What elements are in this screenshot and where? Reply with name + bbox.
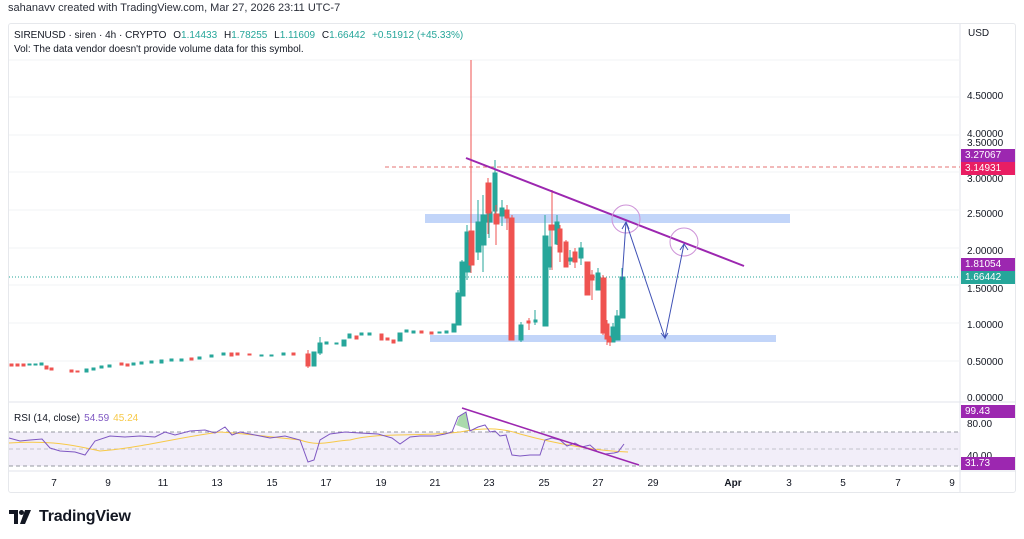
rsi-ma-value: 45.24 <box>113 413 139 424</box>
resistance-zone <box>425 214 790 223</box>
low-value: 1.11609 <box>279 30 316 41</box>
rsi-trendline <box>461 407 640 466</box>
time-tick: 25 <box>538 478 550 489</box>
rsi-line <box>8 411 625 463</box>
support-zone <box>430 335 776 342</box>
tradingview-logo[interactable]: TradingView <box>9 508 131 526</box>
time-tick: 7 <box>895 478 901 489</box>
tradingview-logo-icon <box>9 510 31 524</box>
time-tick: 11 <box>157 478 169 489</box>
trendline-end-price-label: 1.81054 <box>961 258 1015 271</box>
time-tick: 15 <box>266 478 278 489</box>
candles-rally <box>455 60 626 346</box>
price-tick: 4.00000 <box>967 129 1004 140</box>
brand-name: TradingView <box>39 508 131 525</box>
close-value: 1.66442 <box>329 30 366 41</box>
rsi-tick: 40.00 <box>967 451 992 462</box>
trendline-start-price-label: 3.27067 <box>961 149 1015 162</box>
time-tick: 17 <box>320 478 332 489</box>
rsi-ma-line <box>8 428 629 453</box>
time-tick: 23 <box>483 478 495 489</box>
price-tick: 0.50000 <box>967 357 1004 368</box>
time-tick: 29 <box>647 478 659 489</box>
price-tick: 1.00000 <box>967 320 1004 331</box>
price-tick: 4.50000 <box>967 91 1004 102</box>
time-tick: 13 <box>211 478 223 489</box>
time-tick: 9 <box>105 478 111 489</box>
time-tick: 27 <box>592 478 604 489</box>
time-tick: 19 <box>375 478 387 489</box>
symbol-legend: SIRENUSD · siren · 4h · CRYPTO O1.14433 … <box>14 30 464 55</box>
rsi-high-label: 99.43 <box>961 405 1015 418</box>
candles-early <box>9 323 457 373</box>
time-tick-month: Apr <box>724 478 742 489</box>
rsi-low-label: 31.73 <box>961 457 1015 470</box>
price-tick: 2.00000 <box>967 246 1004 257</box>
projection-path <box>621 221 685 340</box>
time-tick: 7 <box>51 478 57 489</box>
rsi-tick: 80.00 <box>967 419 993 430</box>
price-tick: 1.50000 <box>967 284 1004 295</box>
currency-label[interactable]: USD <box>968 28 990 39</box>
change-value: +0.51912 (+45.33%) <box>372 30 464 41</box>
target-circle-1 <box>611 204 641 234</box>
chart-credit: sahanavv created with TradingView.com, M… <box>8 2 341 14</box>
volume-note: Vol: The data vendor doesn't provide vol… <box>14 44 304 55</box>
time-tick: 9 <box>949 478 955 489</box>
open-value: 1.14433 <box>181 30 218 41</box>
time-tick: 5 <box>840 478 846 489</box>
time-tick: 3 <box>786 478 792 489</box>
high-value: 1.78255 <box>231 30 268 41</box>
price-tick: 2.50000 <box>967 209 1004 220</box>
price-tick: 3.00000 <box>967 174 1004 185</box>
symbol-title[interactable]: SIRENUSD · siren · 4h · CRYPTO <box>14 30 167 41</box>
time-tick: 21 <box>429 478 441 489</box>
rsi-value: 54.59 <box>84 413 110 424</box>
price-tick: 0.00000 <box>967 393 1004 404</box>
dashed-line-price-label: 3.14931 <box>961 162 1015 175</box>
chart-frame <box>8 23 1016 493</box>
rsi-title[interactable]: RSI (14, close) <box>14 413 81 424</box>
price-tick: 3.50000 <box>967 138 1004 149</box>
price-chart[interactable] <box>0 0 1024 500</box>
rsi-legend: RSI (14, close) 54.59 45.24 <box>14 413 138 424</box>
target-circle-2 <box>669 227 699 257</box>
descending-trendline <box>465 157 745 267</box>
last-price-label: 1.66442 <box>961 271 1015 284</box>
